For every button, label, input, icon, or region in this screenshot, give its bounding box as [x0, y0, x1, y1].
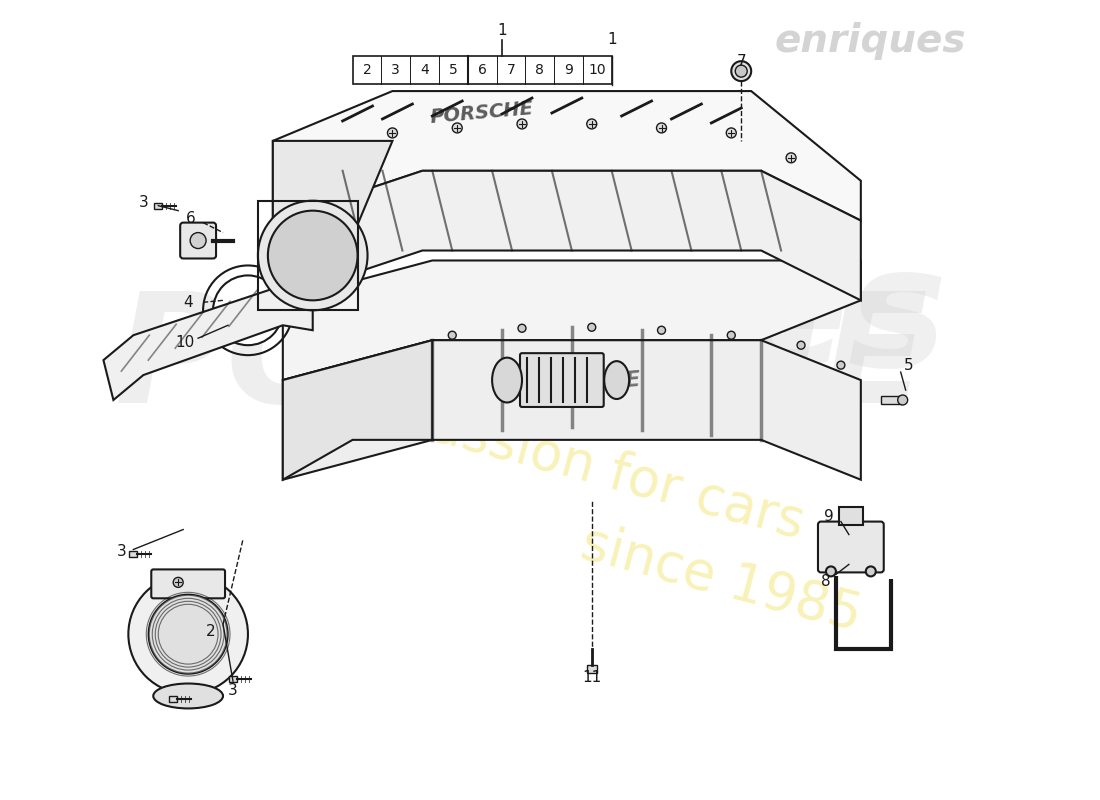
- Text: 3: 3: [117, 544, 126, 559]
- FancyBboxPatch shape: [520, 353, 604, 407]
- Text: res: res: [653, 238, 948, 402]
- Polygon shape: [273, 141, 393, 300]
- Text: 3: 3: [392, 63, 400, 77]
- Circle shape: [190, 233, 206, 249]
- Circle shape: [129, 574, 248, 694]
- Circle shape: [257, 201, 367, 310]
- Text: 7: 7: [736, 54, 746, 69]
- Ellipse shape: [492, 358, 522, 402]
- Text: PORSCHE: PORSCHE: [116, 286, 928, 434]
- Circle shape: [798, 342, 805, 349]
- Polygon shape: [283, 261, 861, 380]
- Text: 3: 3: [139, 195, 148, 210]
- Text: 5: 5: [904, 358, 913, 373]
- Polygon shape: [283, 340, 861, 480]
- Text: 3: 3: [228, 683, 238, 698]
- Bar: [130, 551, 138, 558]
- Polygon shape: [283, 340, 432, 480]
- Text: 2: 2: [207, 624, 216, 638]
- Circle shape: [657, 123, 667, 133]
- Text: 2: 2: [363, 63, 372, 77]
- Circle shape: [826, 566, 836, 576]
- Text: 6: 6: [477, 63, 486, 77]
- Text: 7: 7: [506, 63, 515, 77]
- Circle shape: [173, 578, 184, 587]
- Circle shape: [449, 331, 456, 339]
- Circle shape: [786, 153, 796, 163]
- Bar: [881, 396, 901, 404]
- Circle shape: [727, 331, 735, 339]
- Text: 4: 4: [184, 295, 192, 310]
- Text: 9: 9: [824, 509, 834, 524]
- Polygon shape: [103, 286, 312, 400]
- Text: 1: 1: [607, 32, 616, 46]
- Ellipse shape: [604, 361, 629, 399]
- Text: 1: 1: [497, 23, 507, 38]
- Circle shape: [866, 566, 876, 576]
- Text: 8: 8: [821, 574, 830, 589]
- Text: 5: 5: [449, 63, 458, 77]
- Circle shape: [586, 119, 596, 129]
- Text: PORSCHE: PORSCHE: [430, 99, 535, 127]
- Text: 10: 10: [176, 334, 195, 350]
- Polygon shape: [273, 91, 861, 221]
- Circle shape: [452, 123, 462, 133]
- Text: 4: 4: [420, 63, 429, 77]
- Circle shape: [518, 324, 526, 332]
- Text: 10: 10: [588, 63, 606, 77]
- Bar: [169, 696, 177, 702]
- Text: PORSCHE: PORSCHE: [521, 370, 641, 400]
- Bar: [229, 676, 236, 682]
- Bar: [154, 202, 162, 209]
- Circle shape: [387, 128, 397, 138]
- Polygon shape: [273, 170, 861, 300]
- Circle shape: [587, 323, 596, 331]
- Circle shape: [732, 61, 751, 81]
- FancyBboxPatch shape: [152, 570, 226, 598]
- Circle shape: [658, 326, 666, 334]
- Text: 6: 6: [186, 211, 196, 226]
- Text: since 1985: since 1985: [575, 517, 867, 642]
- Text: enriques: enriques: [776, 22, 967, 60]
- Circle shape: [517, 119, 527, 129]
- Bar: [839, 506, 862, 525]
- Circle shape: [735, 65, 747, 77]
- Circle shape: [898, 395, 907, 405]
- Circle shape: [837, 361, 845, 369]
- Text: 11: 11: [582, 670, 602, 685]
- Circle shape: [268, 210, 358, 300]
- Circle shape: [213, 275, 283, 345]
- Bar: [353, 56, 612, 84]
- Ellipse shape: [153, 683, 223, 709]
- Bar: [586, 665, 596, 673]
- Circle shape: [148, 594, 228, 674]
- Text: 9: 9: [564, 63, 573, 77]
- Text: passion for cars: passion for cars: [393, 390, 811, 549]
- FancyBboxPatch shape: [180, 222, 216, 258]
- FancyBboxPatch shape: [818, 522, 883, 573]
- Circle shape: [726, 128, 736, 138]
- Text: 8: 8: [536, 63, 544, 77]
